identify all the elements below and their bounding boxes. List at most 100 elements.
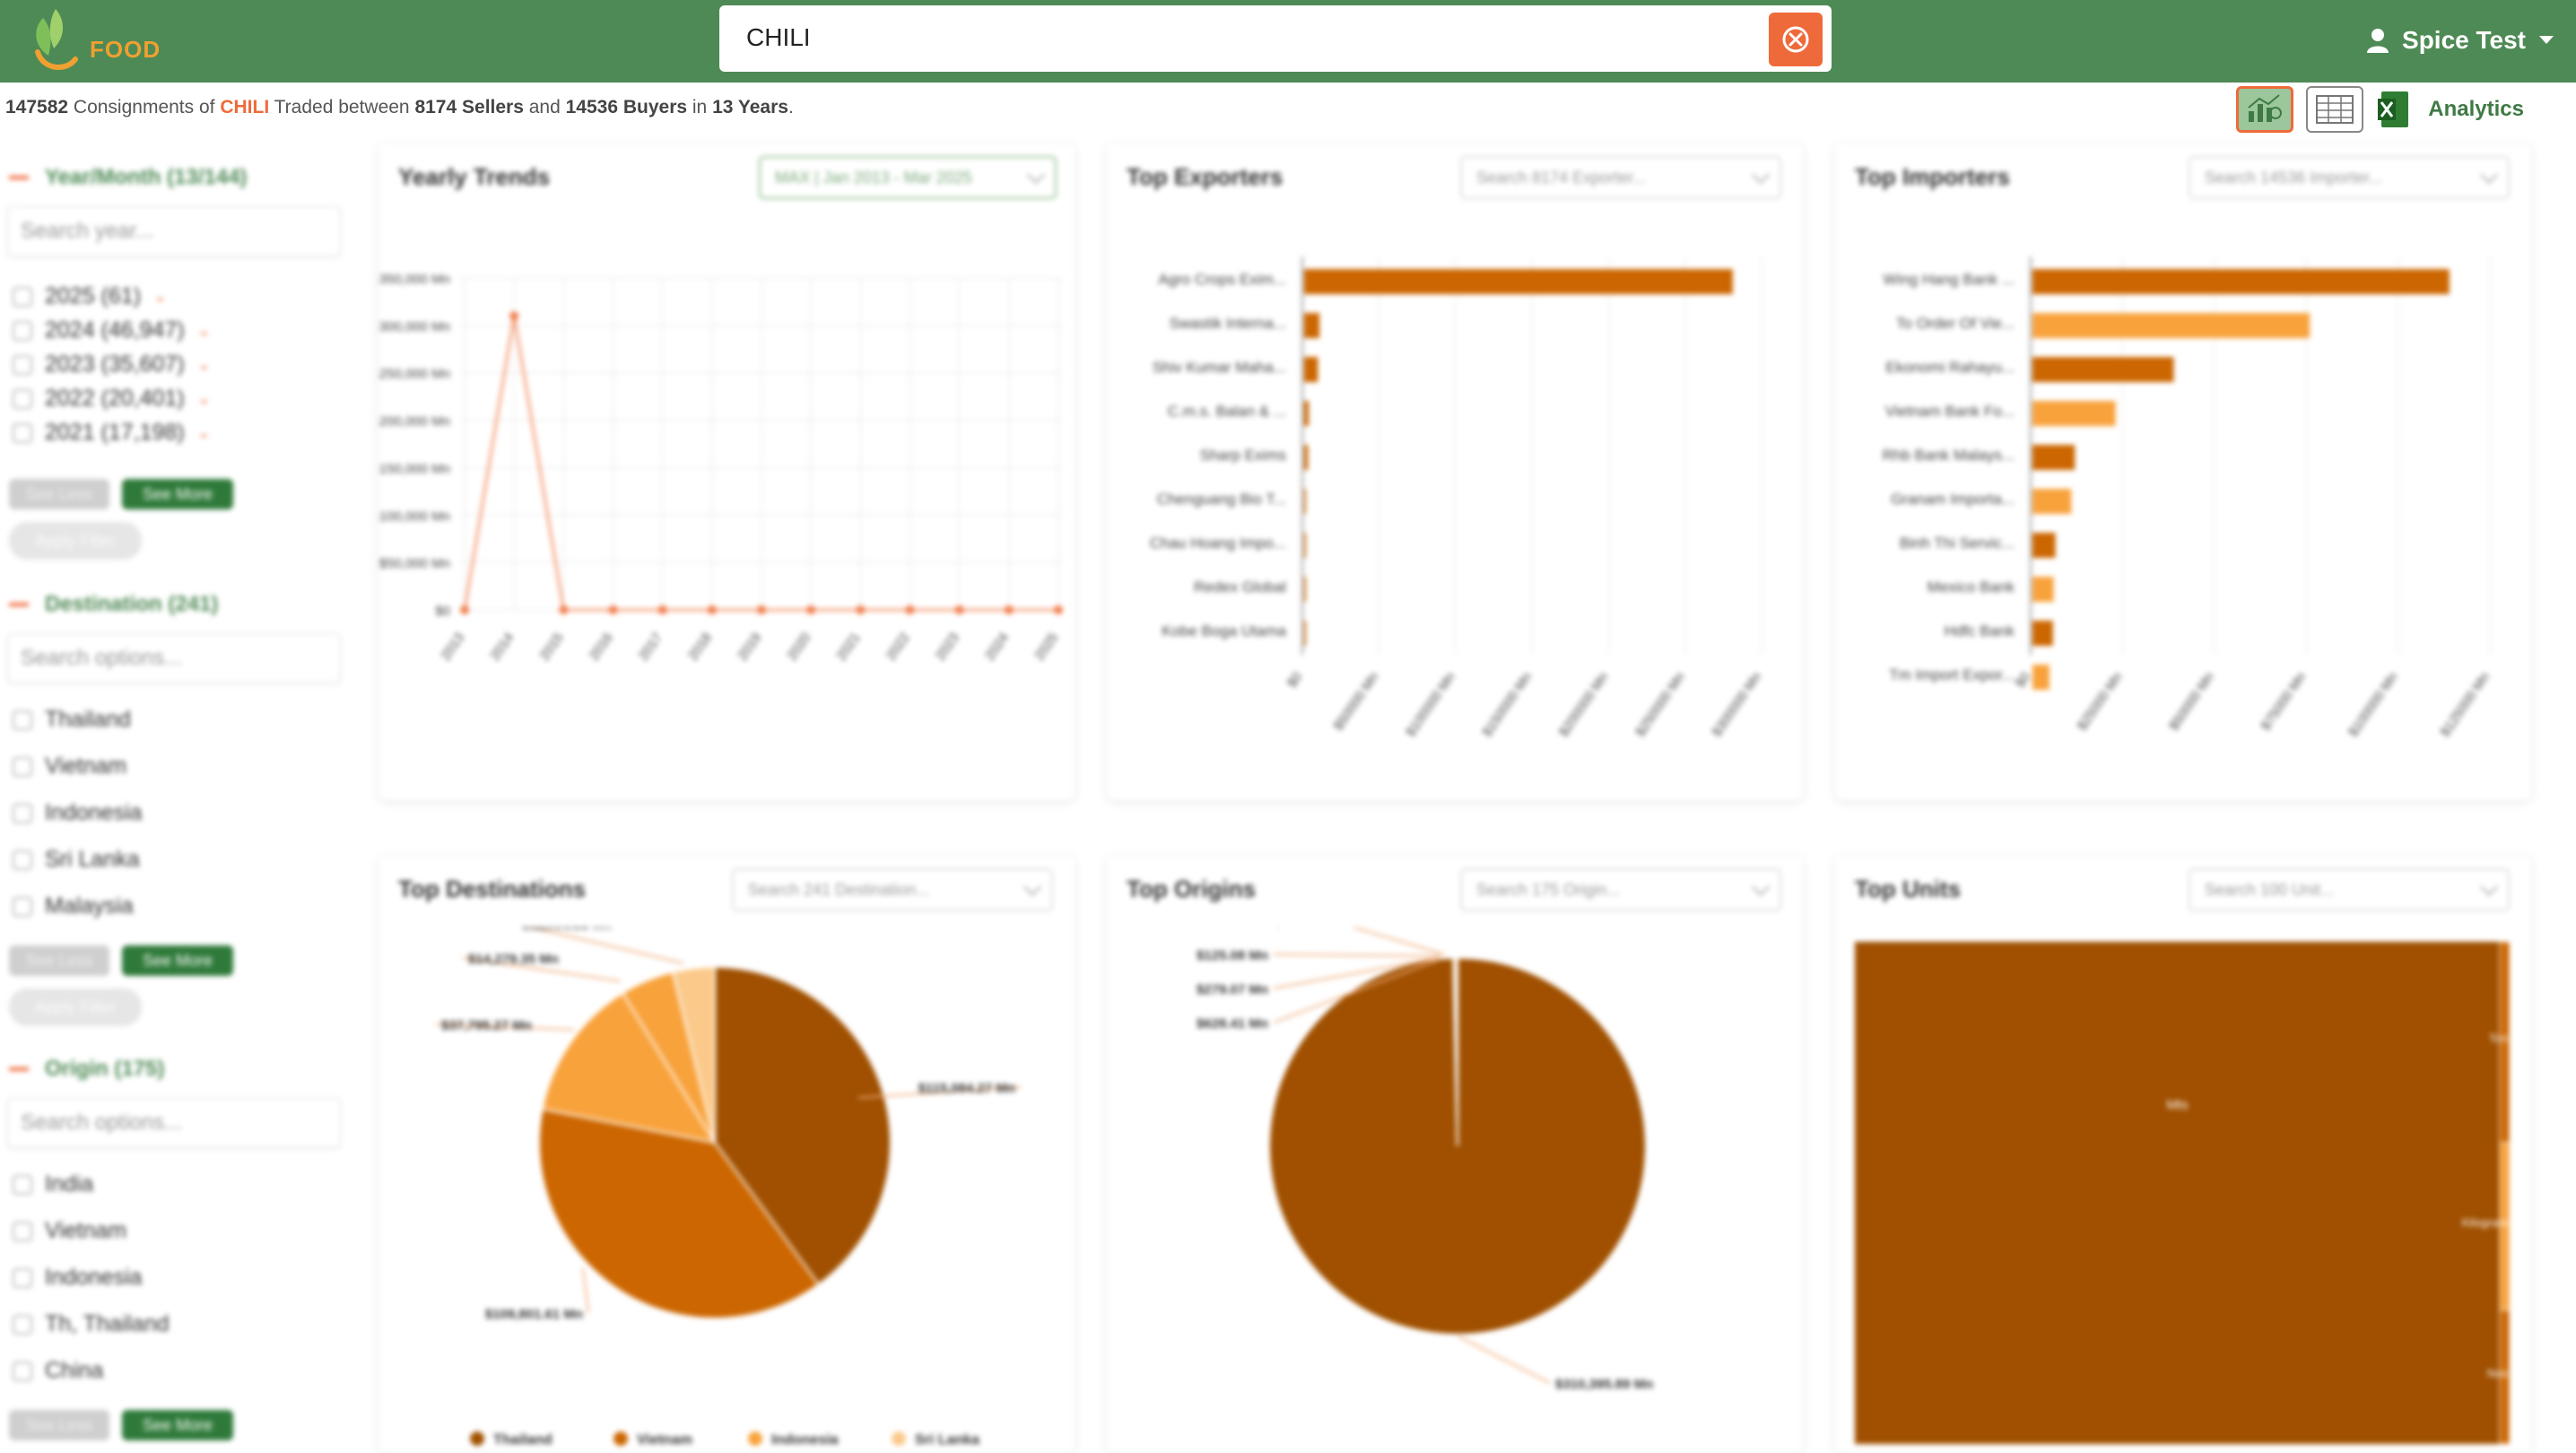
origin-option[interactable]: China: [13, 1358, 103, 1384]
checkbox[interactable]: [13, 286, 32, 307]
analytics-link[interactable]: Analytics: [2428, 97, 2524, 121]
destination-search-input[interactable]: Search options...: [7, 633, 341, 683]
see-more-button[interactable]: See More: [122, 479, 233, 509]
label-leader: [1273, 959, 1440, 1023]
expand-caret-icon[interactable]: ⌄: [196, 321, 211, 339]
year-facet-header[interactable]: Year/Month (13/144): [9, 165, 247, 190]
destination-option[interactable]: Sri Lanka: [13, 847, 140, 873]
expand-caret-icon[interactable]: ⌄: [196, 389, 211, 407]
chart-view-button[interactable]: [2236, 86, 2294, 133]
collapse-icon: [9, 176, 29, 179]
destination-option[interactable]: Vietnam: [13, 753, 126, 779]
origin-search-select[interactable]: Search 175 Origin...: [1460, 868, 1781, 911]
expand-caret-icon[interactable]: ⌄: [153, 287, 168, 305]
search-input[interactable]: [746, 18, 1751, 57]
search-bar[interactable]: [719, 5, 1832, 72]
year-option[interactable]: 2022 (20,401) ⌄: [13, 386, 211, 412]
year-search-input[interactable]: Search year...: [7, 206, 341, 257]
checkbox[interactable]: [13, 849, 32, 870]
expand-caret-icon[interactable]: ⌄: [196, 355, 211, 373]
top-destinations-card: Top Destinations Search 241 Destination.…: [379, 856, 1075, 1453]
category-label: Wing Hang Bank ...: [1884, 271, 2015, 288]
checkbox[interactable]: [13, 1314, 32, 1335]
label-leader: [1273, 957, 1440, 989]
origin-option[interactable]: Indonesia: [13, 1265, 142, 1291]
clear-search-button[interactable]: [1769, 13, 1823, 66]
x-tick-label: 2013: [438, 631, 467, 664]
see-less-button[interactable]: See Less: [9, 945, 109, 976]
importer-search-select[interactable]: Search 14536 Importer...: [2189, 156, 2510, 199]
bar: [1304, 313, 1320, 338]
checkbox[interactable]: [13, 1361, 32, 1381]
see-less-button[interactable]: See Less: [9, 479, 109, 509]
leaf-logo-icon: [35, 9, 78, 71]
category-label: Redex Global: [1194, 579, 1286, 596]
year-option[interactable]: 2023 (35,607) ⌄: [13, 352, 211, 378]
exporter-search-select[interactable]: Search 8174 Exporter...: [1460, 156, 1781, 199]
data-point: [757, 605, 766, 614]
x-tick-label: $0: [2013, 670, 2033, 691]
category-label: Binh Thi Servic...: [1900, 535, 2015, 552]
origin-option[interactable]: Th, Thailand: [13, 1311, 170, 1337]
year-option[interactable]: 2025 (61) ⌄: [13, 283, 167, 309]
logo[interactable]: FOOD: [16, 5, 160, 77]
excel-export-icon[interactable]: [2376, 90, 2412, 129]
unit-search-select[interactable]: Search 100 Unit...: [2189, 868, 2510, 911]
year-option[interactable]: 2021 (17,198) ⌄: [13, 420, 211, 446]
checkbox[interactable]: [13, 1221, 32, 1241]
table-view-button[interactable]: [2306, 86, 2364, 133]
bar: [1304, 401, 1310, 426]
chevron-down-icon: [1027, 166, 1045, 184]
origin-option[interactable]: Vietnam: [13, 1218, 126, 1244]
category-label: Mexico Bank: [1928, 579, 2015, 596]
destination-option[interactable]: Malaysia: [13, 893, 134, 919]
chevron-down-icon: [2480, 878, 2498, 896]
see-more-button[interactable]: See More: [122, 945, 233, 976]
see-more-button[interactable]: See More: [122, 1410, 233, 1440]
top-exporters-card: Top Exporters Search 8174 Exporter... $0…: [1107, 144, 1803, 800]
treemap-label: Kilogram: [2462, 1215, 2508, 1229]
y-tick-label: $150,000 Mn: [379, 461, 450, 476]
chevron-down-icon: [1752, 166, 1770, 184]
origin-search-input[interactable]: Search options...: [7, 1098, 341, 1148]
destination-option[interactable]: Thailand: [13, 707, 131, 733]
origin-facet-header[interactable]: Origin (175): [9, 1057, 164, 1082]
filter-sidebar: Year/Month (13/144) Search year... 2025 …: [0, 152, 350, 1453]
checkbox[interactable]: [13, 709, 32, 730]
year-option[interactable]: 2024 (46,947) ⌄: [13, 318, 211, 344]
origin-option[interactable]: India: [13, 1171, 93, 1197]
see-less-button[interactable]: See Less: [9, 1410, 109, 1440]
checkbox[interactable]: [13, 1174, 32, 1195]
select-value: MAX | Jan 2013 - Mar 2025: [775, 168, 972, 187]
bar: [2032, 357, 2174, 382]
top-importers-card: Top Importers Search 14536 Importer... $…: [1835, 144, 2531, 800]
checkbox[interactable]: [13, 388, 32, 409]
option-label: 2023 (35,607): [45, 352, 185, 377]
option-label: Indonesia: [45, 1265, 143, 1290]
checkbox[interactable]: [13, 1267, 32, 1288]
apply-filter-button[interactable]: Apply Filter: [9, 988, 142, 1026]
x-tick-label: 2017: [636, 631, 666, 664]
x-tick-label: $25000 Mn: [2075, 670, 2126, 734]
date-range-select[interactable]: MAX | Jan 2013 - Mar 2025: [759, 156, 1057, 199]
data-point: [608, 605, 618, 614]
destination-search-select[interactable]: Search 241 Destination...: [732, 868, 1053, 911]
expand-caret-icon[interactable]: ⌄: [196, 423, 211, 441]
destination-more-less: See Less See More: [9, 945, 233, 976]
checkbox[interactable]: [13, 896, 32, 917]
apply-filter-button[interactable]: Apply Filter: [9, 522, 142, 560]
summary-text: in: [687, 97, 713, 117]
user-menu[interactable]: Spice Test: [2366, 22, 2554, 59]
bar: [1304, 357, 1318, 382]
destination-option[interactable]: Indonesia: [13, 800, 142, 826]
destination-facet-header[interactable]: Destination (241): [9, 592, 218, 617]
legend-swatch: [614, 1431, 628, 1446]
checkbox[interactable]: [13, 354, 32, 375]
checkbox[interactable]: [13, 803, 32, 823]
checkbox[interactable]: [13, 422, 32, 443]
checkbox[interactable]: [13, 320, 32, 341]
data-point: [954, 605, 964, 614]
slice-label: $125.08 Mn: [1197, 948, 1268, 963]
data-point: [1004, 605, 1014, 614]
checkbox[interactable]: [13, 756, 32, 777]
